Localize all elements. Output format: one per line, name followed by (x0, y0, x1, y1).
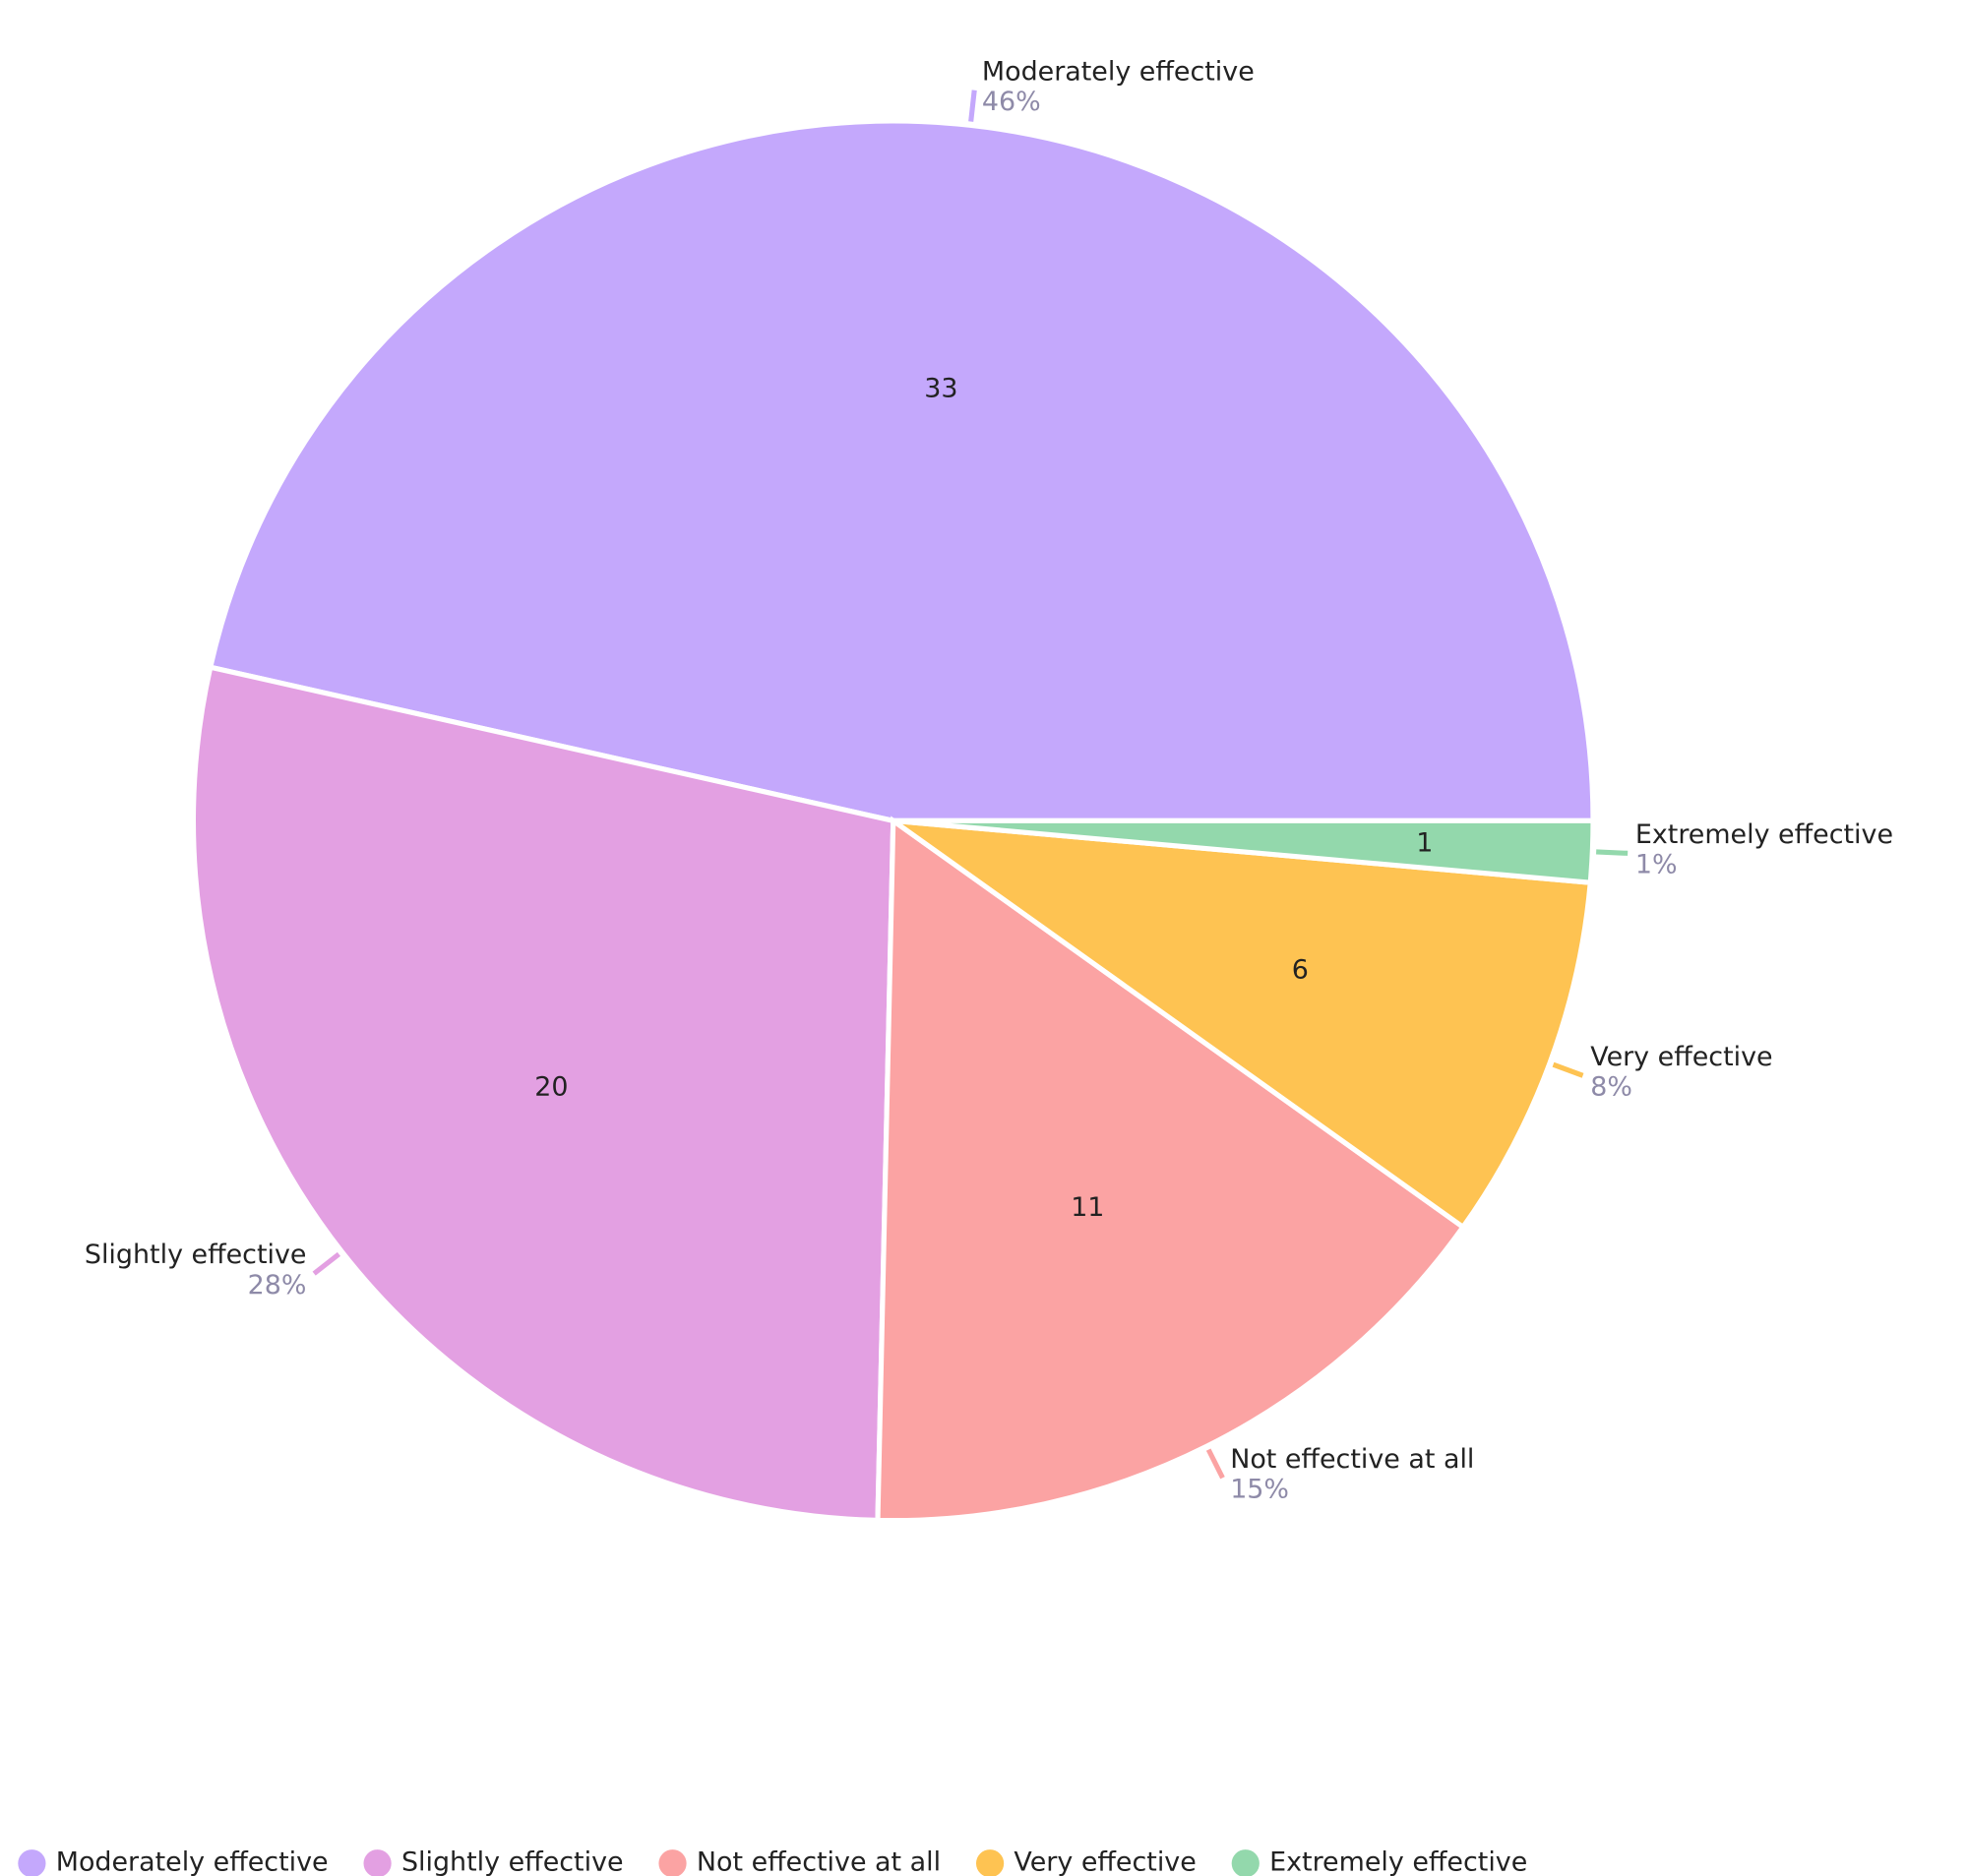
legend-swatch (658, 1849, 687, 1876)
pie-slice (875, 816, 1467, 1524)
slice-value: 33 (924, 374, 957, 404)
legend-swatch (1231, 1849, 1260, 1876)
slice-label: Not effective at all (1230, 1444, 1474, 1475)
legend-label: Extremely effective (1269, 1847, 1527, 1876)
slice-value: 20 (534, 1071, 568, 1102)
legend-swatch (363, 1849, 392, 1876)
slice-percent: 15% (1230, 1475, 1289, 1505)
leader-line (1205, 1448, 1225, 1480)
slice-value: 11 (1071, 1192, 1104, 1223)
pie-slice (207, 118, 1596, 823)
legend-label: Moderately effective (56, 1847, 329, 1876)
legend-label: Slightly effective (401, 1847, 624, 1876)
leader-line (968, 90, 977, 122)
pie-slice (190, 664, 896, 1524)
slice-percent: 28% (248, 1270, 307, 1301)
slice-percent: 8% (1590, 1072, 1632, 1103)
leader-line (1552, 1061, 1584, 1078)
legend-label: Very effective (1014, 1847, 1196, 1876)
slice-label: Extremely effective (1635, 819, 1893, 850)
legend-swatch (18, 1849, 46, 1876)
slice-value: 6 (1292, 955, 1309, 986)
slice-percent: 1% (1635, 850, 1678, 880)
slice-label: Slightly effective (85, 1240, 307, 1270)
leader-line (1596, 849, 1629, 856)
pie-slice (884, 817, 1594, 1231)
slice-label: Moderately effective (982, 56, 1255, 87)
pie-slice (892, 817, 1596, 885)
legend-swatch (975, 1849, 1005, 1876)
legend-label: Not effective at all (697, 1847, 941, 1876)
slice-value: 1 (1416, 828, 1433, 859)
leader-line (312, 1251, 340, 1276)
slice-label: Very effective (1590, 1042, 1772, 1072)
slice-percent: 46% (982, 87, 1041, 117)
